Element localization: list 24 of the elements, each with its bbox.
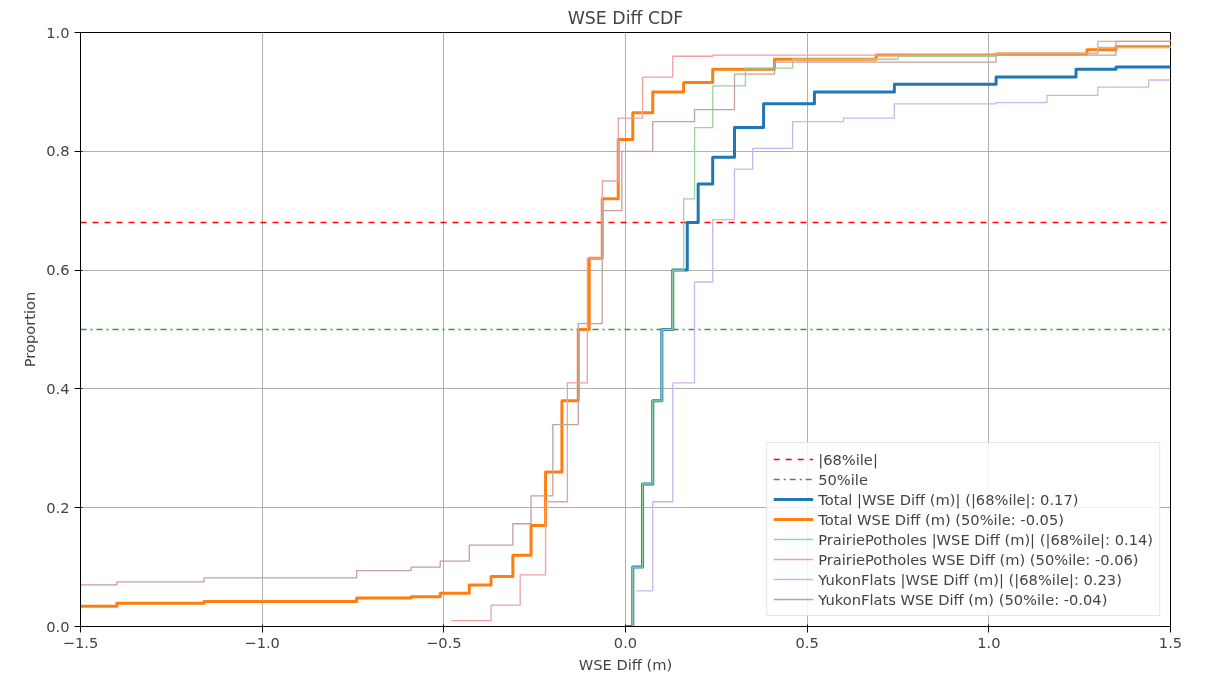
legend-label: PrairiePotholes WSE Diff (m) (50%ile: -0.06) (818, 550, 1139, 568)
legend-label: PrairiePotholes |WSE Diff (m)| (|68%ile|: 0.14) (818, 530, 1153, 548)
x-tick-label: 0.5 (795, 633, 819, 651)
y-tick-label: 0.8 (46, 142, 70, 160)
y-tick-label: 0.4 (46, 379, 70, 397)
legend-label: YukonFlats |WSE Diff (m)| (|68%ile|: 0.23) (818, 570, 1122, 588)
y-axis-title: Proportion (21, 291, 39, 368)
legend-label: 50%ile (818, 470, 868, 488)
x-tick-label: −0.5 (426, 633, 462, 651)
x-tick-label: 0.0 (613, 633, 638, 651)
x-axis-title: WSE Diff (m) (578, 655, 673, 673)
x-tick-label: 1.0 (977, 633, 1001, 651)
legend-label: YukonFlats WSE Diff (m) (50%ile: -0.04) (818, 590, 1108, 608)
legend-label: Total WSE Diff (m) (50%ile: -0.05) (818, 510, 1064, 528)
y-tick-label: 0.6 (46, 261, 70, 279)
x-tick-label: −1.0 (244, 633, 280, 651)
chart-title: WSE Diff CDF (567, 7, 684, 28)
y-tick-label: 1.0 (46, 23, 70, 41)
y-tick-label: 0.0 (46, 617, 70, 635)
x-tick-label: 1.5 (1158, 633, 1183, 651)
x-tick-label: −1.5 (62, 633, 99, 651)
legend-label: Total |WSE Diff (m)| (|68%ile|: 0.17) (818, 490, 1079, 508)
legend-label: |68%ile| (818, 450, 878, 468)
y-tick-label: 0.2 (46, 498, 70, 516)
